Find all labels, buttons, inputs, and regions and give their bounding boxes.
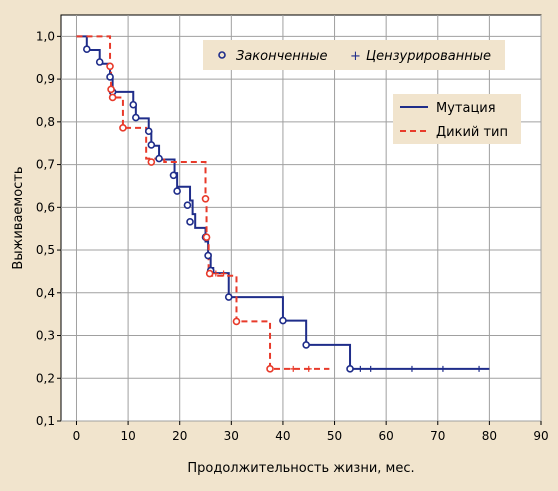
completed-point <box>144 127 153 136</box>
censored-point <box>476 365 483 372</box>
censored-point <box>367 365 374 372</box>
series-layer <box>76 35 490 370</box>
series-line-0 <box>76 35 490 370</box>
completed-point <box>346 365 354 373</box>
x-tick-label: 60 <box>379 429 394 443</box>
y-tick-label: 0,8 <box>36 115 55 129</box>
x-tick-label: 90 <box>533 429 548 443</box>
plot-area <box>60 14 542 422</box>
completed-point <box>302 341 310 349</box>
completed-point <box>119 124 127 132</box>
x-tick-label: 80 <box>482 429 497 443</box>
marker-legend: Законченные + Цензурированные <box>203 40 505 70</box>
completed-point <box>147 158 156 166</box>
x-axis-ticks: 0 10 20 30 40 50 60 70 80 90 <box>73 421 549 443</box>
x-tick-label: 50 <box>327 429 342 443</box>
line-legend: Мутация Дикий тип <box>393 94 521 144</box>
y-tick-label: 0,6 <box>36 200 55 214</box>
completed-point <box>147 141 156 149</box>
y-tick-label: 0,5 <box>36 243 55 257</box>
y-tick-label: 0,2 <box>36 371 55 385</box>
censored-point <box>439 365 446 372</box>
censored-point <box>290 365 297 372</box>
line-legend-box <box>393 94 521 144</box>
x-tick-label: 30 <box>224 429 239 443</box>
y-tick-label: 1,0 <box>36 29 55 43</box>
marker-legend-box <box>203 40 505 70</box>
x-tick-label: 10 <box>120 429 135 443</box>
legend-label-mutation: Мутация <box>436 101 496 116</box>
completed-point <box>95 58 104 66</box>
legend-label-wildtype: Дикий тип <box>436 125 508 140</box>
y-tick-label: 0,4 <box>36 286 55 300</box>
censored-point <box>305 365 312 372</box>
completed-point <box>169 171 178 180</box>
censored-legend-label: Цензурированные <box>366 49 491 64</box>
y-tick-label: 0,1 <box>36 414 55 428</box>
x-tick-label: 40 <box>275 429 290 443</box>
completed-point <box>173 187 181 195</box>
y-tick-label: 0,3 <box>36 329 55 343</box>
censored-point <box>357 365 364 372</box>
completed-point <box>224 293 233 301</box>
x-tick-label: 70 <box>430 429 445 443</box>
completed-point <box>155 154 163 163</box>
x-axis-title: Продолжительность жизни, мес. <box>187 461 414 476</box>
y-axis-ticks: 0,1 0,2 0,3 0,4 0,5 0,6 0,7 0,8 0,9 1,0 <box>36 29 61 428</box>
completed-point <box>107 85 115 94</box>
completed-point <box>186 218 194 226</box>
censored-point <box>220 270 227 277</box>
marker-layer <box>83 45 483 373</box>
y-axis-title: Выживаемость <box>11 166 26 269</box>
completed-point <box>132 113 140 122</box>
completed-point <box>83 45 91 53</box>
completed-point <box>106 62 114 71</box>
completed-point <box>232 317 241 326</box>
series-line-1 <box>76 35 330 370</box>
completed-point <box>129 100 138 109</box>
completed-point <box>205 269 214 278</box>
y-tick-label: 0,7 <box>36 158 55 172</box>
completed-legend-label: Законченные <box>236 49 328 64</box>
completed-point <box>266 365 274 373</box>
censored-point <box>408 365 415 372</box>
censored-point <box>212 270 219 277</box>
grid <box>61 15 542 422</box>
completed-point <box>201 194 210 203</box>
completed-point <box>106 73 114 81</box>
completed-legend-symbol <box>218 51 226 59</box>
completed-point <box>202 233 211 242</box>
completed-point <box>108 93 117 102</box>
censored-legend-symbol: + <box>350 49 361 64</box>
x-tick-label: 0 <box>73 429 81 443</box>
completed-point <box>183 201 192 209</box>
completed-point <box>279 316 287 325</box>
x-tick-label: 20 <box>172 429 187 443</box>
y-tick-label: 0,9 <box>36 72 55 86</box>
completed-point <box>204 251 212 260</box>
